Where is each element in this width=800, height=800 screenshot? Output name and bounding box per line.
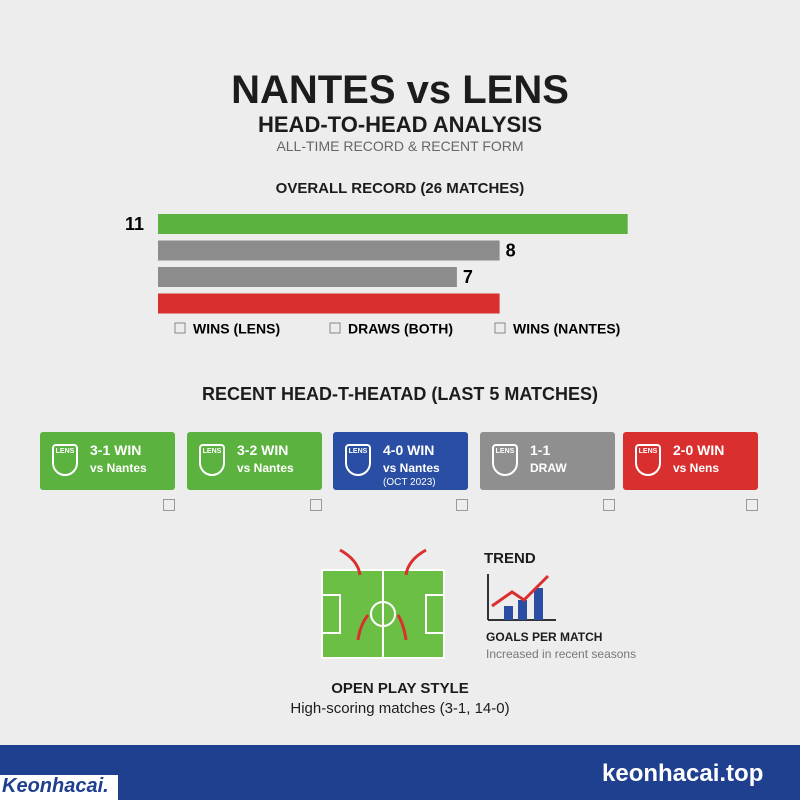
legend-icon [494, 322, 506, 334]
match-card: LENS 3-2 WIN vs Nantes [187, 432, 322, 490]
match-result: 4-0 WIN [383, 442, 435, 458]
match-result: 1-1 [530, 442, 551, 458]
trend-note: Increased in recent seasons [486, 647, 637, 661]
bar-chart: 11 8 7 WINS (LENS) DRAWS (BOTH) WINS (NANTES) [125, 214, 628, 337]
calendar-icon [603, 499, 615, 511]
trend-title: TREND [484, 550, 536, 567]
match-card: LENS 1-1 DRAW [480, 432, 615, 490]
bar [158, 240, 500, 261]
recent-title: RECENT HEAD-T-HEATAD (LAST 5 MATCHES) [202, 384, 598, 404]
value-label: 11 [125, 214, 144, 234]
style-title: OPEN PLAY STYLE [331, 680, 469, 697]
value-label: 7 [463, 267, 473, 287]
footer-site: keonhacai.top [602, 760, 764, 787]
legend-icon [174, 322, 186, 334]
legend-icon [329, 322, 341, 334]
match-detail: DRAW [530, 461, 567, 475]
badge: LENS [635, 444, 661, 476]
match-detail: vs Nens [673, 461, 720, 475]
badge: LENS [345, 444, 371, 476]
calendar-icon [310, 499, 322, 511]
match-detail: vs Nantes [90, 461, 147, 475]
legend-label: WINS (LENS) [193, 321, 280, 337]
match-result: 3-2 WIN [237, 442, 289, 458]
trend-icon [487, 574, 556, 621]
calendar-icon [746, 499, 758, 511]
match-card: LENS 4-0 WIN vs Nantes (OCT 2023) [333, 432, 468, 490]
match-date: (OCT 2023) [383, 477, 436, 488]
bar [158, 267, 457, 287]
calendar-icon [456, 499, 468, 511]
trend-label: GOALS PER MATCH [486, 630, 603, 644]
legend-label: DRAWS (BOTH) [348, 321, 453, 337]
footer [0, 745, 800, 800]
pitch [321, 548, 445, 659]
badge: LENS [492, 444, 518, 476]
subtitle: HEAD-TO-HEAD ANALYSIS [258, 112, 542, 137]
chart-title: OVERALL RECORD (26 MATCHES) [275, 180, 525, 197]
match-result: 3-1 WIN [90, 442, 142, 458]
bar [158, 293, 500, 314]
style-note: High-scoring matches (3-1, 14-0) [290, 700, 510, 717]
match-detail: vs Nantes [383, 461, 440, 475]
match-card: LENS 2-0 WIN vs Nens [623, 432, 758, 490]
title: NANTES vs LENS [231, 68, 569, 112]
badge: LENS [52, 444, 78, 476]
value-label: 8 [506, 240, 516, 260]
match-result: 2-0 WIN [673, 442, 725, 458]
legend-label: WINS (NANTES) [513, 321, 620, 337]
footer-logo: Keonhacai. [0, 775, 118, 800]
bar [158, 214, 628, 234]
badge: LENS [199, 444, 225, 476]
match-card: LENS 3-1 WIN vs Nantes [40, 432, 175, 490]
match-detail: vs Nantes [237, 461, 294, 475]
tagline: ALL-TIME RECORD & RECENT FORM [276, 138, 524, 154]
calendar-icon [163, 499, 175, 511]
